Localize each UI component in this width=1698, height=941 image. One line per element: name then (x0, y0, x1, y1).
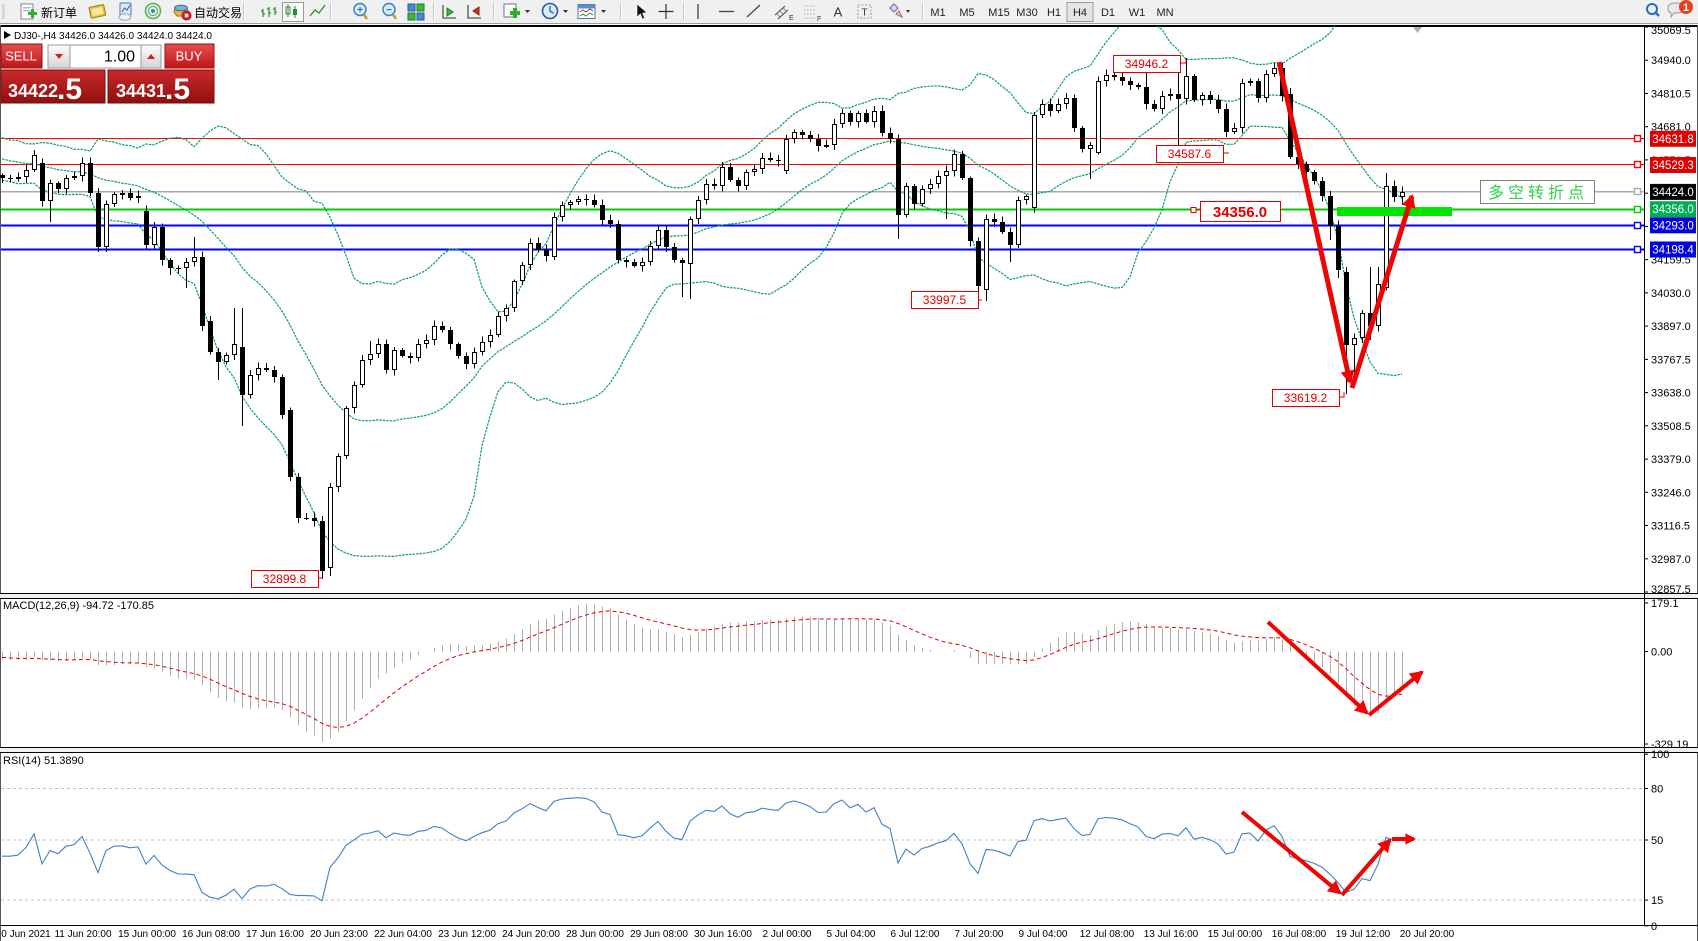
svg-text:33508.5: 33508.5 (1651, 421, 1691, 433)
svg-text:.5: .5 (165, 73, 190, 106)
svg-text:32857.5: 32857.5 (1651, 584, 1691, 596)
svg-text:33997.5: 33997.5 (923, 293, 967, 307)
svg-text:23 Jun 12:00: 23 Jun 12:00 (438, 929, 496, 940)
svg-text:9 Jul 04:00: 9 Jul 04:00 (1019, 929, 1068, 940)
svg-text:E: E (789, 15, 794, 22)
svg-text:T: T (861, 8, 867, 19)
svg-text:M1: M1 (930, 7, 945, 19)
svg-text:16 Jun 08:00: 16 Jun 08:00 (182, 929, 240, 940)
svg-text:20 Jul 20:00: 20 Jul 20:00 (1400, 929, 1455, 940)
svg-text:34198.4: 34198.4 (1652, 245, 1694, 257)
svg-text:22 Jun 04:00: 22 Jun 04:00 (374, 929, 432, 940)
svg-text:33767.5: 33767.5 (1651, 354, 1691, 366)
svg-text:新订单: 新订单 (41, 5, 77, 20)
svg-text:RSI(14) 51.3890: RSI(14) 51.3890 (3, 755, 84, 767)
svg-text:34940.0: 34940.0 (1651, 55, 1691, 67)
svg-text:5 Jul 04:00: 5 Jul 04:00 (827, 929, 876, 940)
svg-text:15: 15 (1651, 895, 1663, 907)
svg-text:7 Jul 20:00: 7 Jul 20:00 (955, 929, 1004, 940)
svg-text:34431: 34431 (116, 81, 166, 101)
svg-text:A: A (834, 5, 843, 20)
svg-text:W1: W1 (1129, 7, 1146, 19)
svg-text:M30: M30 (1016, 7, 1037, 19)
svg-text:33897.0: 33897.0 (1651, 321, 1691, 333)
svg-text:15 Jun 00:00: 15 Jun 00:00 (118, 929, 176, 940)
svg-text:34356.0: 34356.0 (1213, 204, 1267, 221)
svg-text:13 Jul 16:00: 13 Jul 16:00 (1144, 929, 1199, 940)
svg-text:34810.5: 34810.5 (1651, 88, 1691, 100)
svg-text:34681.0: 34681.0 (1651, 122, 1691, 134)
svg-text:0 Jun 2021: 0 Jun 2021 (1, 929, 51, 940)
svg-text:11 Jun 20:00: 11 Jun 20:00 (54, 929, 112, 940)
svg-text:29 Jun 08:00: 29 Jun 08:00 (630, 929, 688, 940)
svg-text:12 Jul 08:00: 12 Jul 08:00 (1080, 929, 1135, 940)
svg-text:0: 0 (1651, 921, 1657, 933)
svg-text:6 Jul 12:00: 6 Jul 12:00 (891, 929, 940, 940)
svg-text:F: F (817, 16, 821, 23)
svg-text:MACD(12,26,9) -94.72 -170.85: MACD(12,26,9) -94.72 -170.85 (3, 600, 154, 612)
svg-text:34030.0: 34030.0 (1651, 288, 1691, 300)
svg-text:24 Jun 20:00: 24 Jun 20:00 (502, 929, 560, 940)
svg-text:BUY: BUY (176, 49, 203, 64)
svg-text:34424.0: 34424.0 (1652, 187, 1694, 199)
svg-text:H4: H4 (1073, 7, 1087, 19)
svg-text:33619.2: 33619.2 (1284, 391, 1328, 405)
svg-text:34529.3: 34529.3 (1652, 160, 1694, 172)
svg-text:M15: M15 (988, 7, 1009, 19)
svg-text:MN: MN (1156, 7, 1173, 19)
svg-text:15 Jul 00:00: 15 Jul 00:00 (1208, 929, 1263, 940)
svg-text:19 Jul 12:00: 19 Jul 12:00 (1336, 929, 1391, 940)
svg-text:多空转折点: 多空转折点 (1488, 184, 1588, 202)
svg-text:179.1: 179.1 (1651, 598, 1679, 610)
svg-text:SELL: SELL (5, 49, 37, 64)
svg-text:32899.8: 32899.8 (263, 572, 307, 586)
svg-text:34631.8: 34631.8 (1652, 134, 1694, 146)
svg-text:34293.0: 34293.0 (1652, 220, 1694, 232)
svg-text:DJ30-,H4 34426.0 34426.0 3442: DJ30-,H4 34426.0 34426.0 34424.0 34424.0 (14, 31, 212, 42)
svg-text:0.00: 0.00 (1651, 647, 1672, 659)
svg-text:33246.0: 33246.0 (1651, 487, 1691, 499)
svg-text:34356.0: 34356.0 (1652, 204, 1694, 216)
svg-text:.5: .5 (57, 73, 82, 106)
svg-text:H1: H1 (1047, 7, 1061, 19)
svg-text:M5: M5 (959, 7, 974, 19)
svg-text:自动交易: 自动交易 (194, 5, 242, 20)
svg-text:16 Jul 08:00: 16 Jul 08:00 (1272, 929, 1327, 940)
svg-text:33116.5: 33116.5 (1651, 521, 1690, 533)
svg-text:1: 1 (1683, 2, 1689, 14)
svg-text:2 Jul 00:00: 2 Jul 00:00 (763, 929, 812, 940)
svg-text:17 Jun 16:00: 17 Jun 16:00 (246, 929, 304, 940)
svg-text:34587.6: 34587.6 (1168, 147, 1212, 161)
svg-text:35069.5: 35069.5 (1651, 25, 1691, 37)
svg-text:50: 50 (1651, 835, 1663, 847)
svg-text:+: + (357, 5, 363, 16)
svg-text:-329.19: -329.19 (1651, 739, 1688, 751)
svg-text:34946.2: 34946.2 (1125, 57, 1169, 71)
svg-text:30 Jun 16:00: 30 Jun 16:00 (694, 929, 752, 940)
svg-text:100: 100 (1651, 749, 1669, 761)
svg-text:80: 80 (1651, 783, 1663, 795)
svg-text:D1: D1 (1101, 7, 1115, 19)
svg-text:34422: 34422 (8, 81, 58, 101)
svg-text:34159.5: 34159.5 (1651, 255, 1691, 267)
svg-text:32987.0: 32987.0 (1651, 554, 1691, 566)
svg-text:20 Jun 23:00: 20 Jun 23:00 (310, 929, 368, 940)
svg-text:28 Jun 00:00: 28 Jun 00:00 (566, 929, 624, 940)
svg-text:−: − (386, 5, 392, 16)
svg-text:33379.0: 33379.0 (1651, 454, 1691, 466)
svg-text:33638.0: 33638.0 (1651, 388, 1691, 400)
svg-text:1.00: 1.00 (104, 49, 135, 66)
